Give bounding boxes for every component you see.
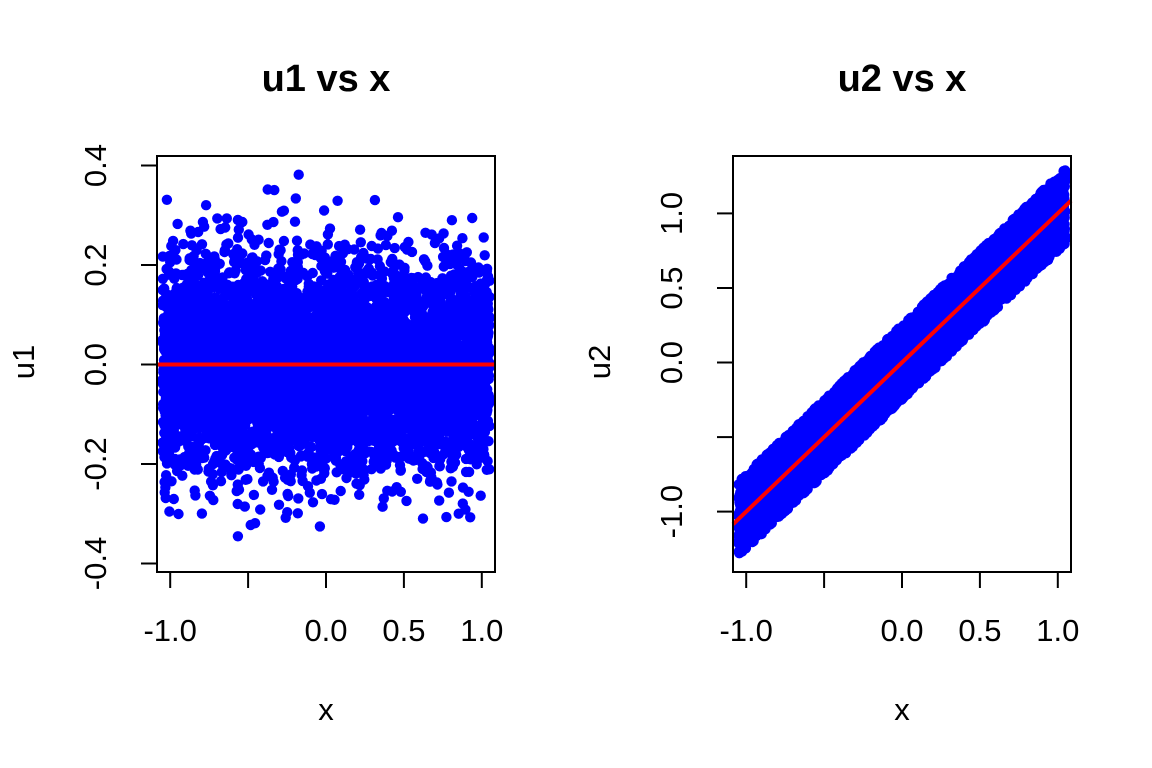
x-axis-label-left: x: [318, 692, 334, 727]
plot-title-u2: u2 vs x: [837, 58, 967, 100]
plot-title-u1: u1 vs x: [261, 58, 391, 100]
scatter-plot-u1: -1.0 0.0 0.5 1.0-0.4-0.20.00.20.4: [78, 144, 503, 648]
x-axis-label-right: x: [894, 692, 910, 727]
scatter-plot-u2: -1.0 0.0 0.5 1.0-1.00.00.51.0: [654, 155, 1079, 648]
panel-u2-vs-x: u2 vs x u2 -1.0 0.0 0.5 1.0 -1.0 0.0 0.5 1.0 x: [576, 0, 1152, 768]
panel-u1-vs-x: u1 vs x u1 -1.0 0.0 0.5 1.0 -0.4 -0.2 0.0 0.2 0.…: [6, 58, 503, 727]
